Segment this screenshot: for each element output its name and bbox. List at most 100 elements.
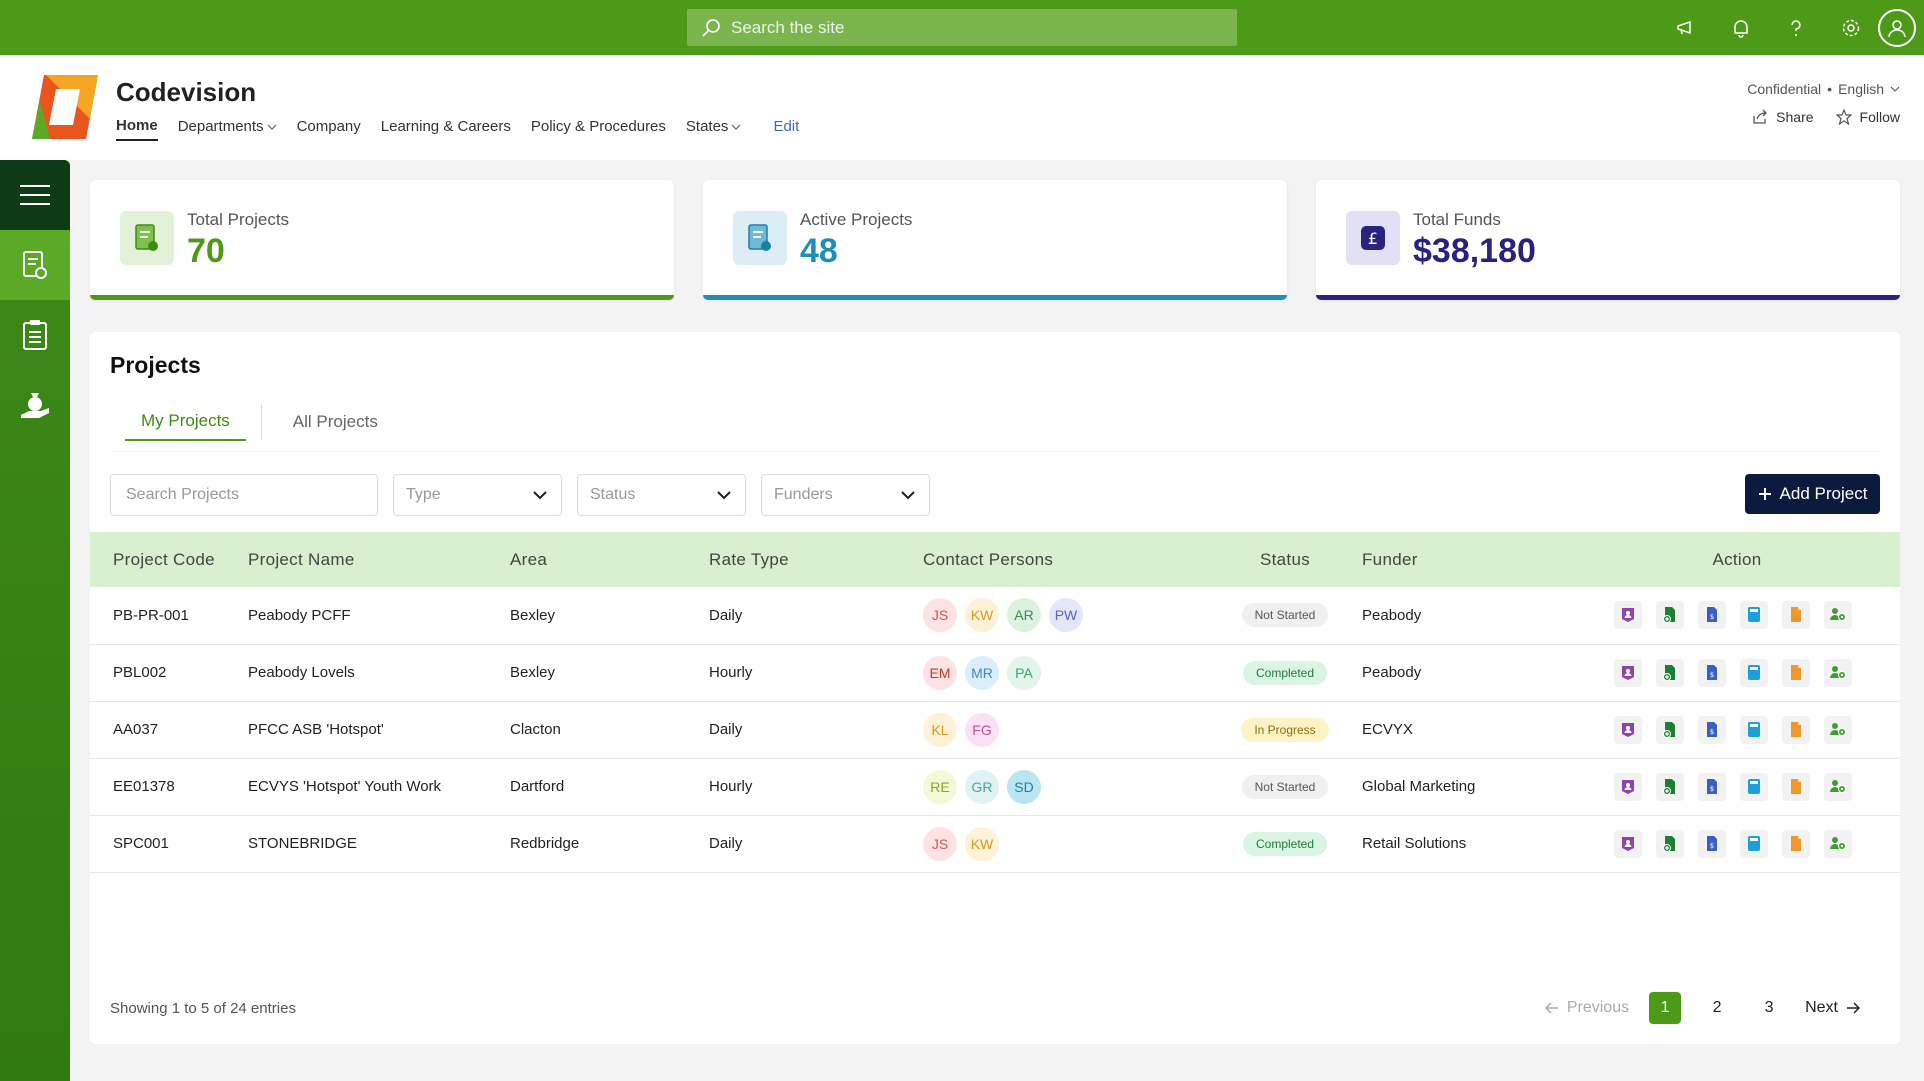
- users-settings-action-button[interactable]: [1824, 772, 1852, 801]
- column-header-status[interactable]: Status: [1260, 549, 1310, 569]
- invoice-action-button[interactable]: $: [1698, 601, 1726, 630]
- rail-funds[interactable]: [0, 370, 70, 440]
- tab-all-projects[interactable]: All Projects: [292, 411, 378, 431]
- column-header-rate-type[interactable]: Rate Type: [709, 549, 789, 569]
- contact-avatar[interactable]: RE: [923, 769, 957, 804]
- tab-my-projects[interactable]: My Projects: [125, 403, 246, 441]
- user-avatar[interactable]: [1878, 8, 1916, 47]
- nav-home[interactable]: Home: [116, 117, 158, 141]
- project-code-cell: PBL002: [90, 644, 248, 702]
- type-filter-select[interactable]: Type: [393, 474, 562, 516]
- table-row[interactable]: PB-PR-001 Peabody PCFF Bexley Daily JS KW AR PW…: [90, 587, 1900, 645]
- bell-icon[interactable]: [1713, 0, 1768, 55]
- users-settings-action-button[interactable]: [1824, 715, 1852, 744]
- profile-action-button[interactable]: [1614, 658, 1642, 687]
- project-code-cell: AA037: [90, 701, 248, 759]
- contact-avatar[interactable]: PA: [1007, 655, 1041, 690]
- nav-policy-procedures[interactable]: Policy & Procedures: [531, 118, 666, 140]
- profile-action-button[interactable]: [1614, 772, 1642, 801]
- invoice-action-button[interactable]: $: [1698, 772, 1726, 801]
- contact-avatar[interactable]: AR: [1007, 598, 1041, 633]
- profile-action-button[interactable]: [1614, 715, 1642, 744]
- contact-persons-cell: RE GR SD: [923, 758, 1208, 816]
- contact-avatar[interactable]: SD: [1007, 769, 1041, 804]
- document-add-action-button[interactable]: [1656, 715, 1684, 744]
- calculator-action-button[interactable]: [1740, 829, 1768, 858]
- calculator-action-button[interactable]: [1740, 715, 1768, 744]
- file-action-button[interactable]: [1782, 658, 1810, 687]
- site-search-input[interactable]: Search the site: [687, 9, 1237, 46]
- users-settings-action-button[interactable]: [1824, 601, 1852, 630]
- contact-avatars: EM MR PA: [923, 655, 1208, 690]
- invoice-action-button[interactable]: $: [1698, 829, 1726, 858]
- area-cell: Dartford: [510, 758, 709, 816]
- nav-states[interactable]: States: [686, 118, 742, 140]
- language-selector[interactable]: English: [1838, 81, 1900, 97]
- entries-info: Showing 1 to 5 of 24 entries: [110, 1000, 296, 1017]
- column-header-area[interactable]: Area: [510, 549, 548, 569]
- document-add-action-button[interactable]: [1656, 772, 1684, 801]
- help-icon[interactable]: [1768, 0, 1823, 55]
- rail-projects[interactable]: [0, 230, 70, 300]
- status-filter-select[interactable]: Status: [577, 474, 746, 516]
- table-row[interactable]: PBL002 Peabody Lovels Bexley Hourly EM MR PA Co…: [90, 644, 1900, 702]
- page-button-2[interactable]: 2: [1712, 999, 1722, 1016]
- document-add-action-button[interactable]: [1656, 601, 1684, 630]
- site-logo[interactable]: [30, 71, 100, 143]
- page-button-1[interactable]: 1: [1649, 992, 1682, 1024]
- contact-avatar[interactable]: KL: [923, 712, 957, 747]
- contact-avatar[interactable]: KW: [965, 598, 999, 633]
- add-project-button[interactable]: Add Project: [1745, 474, 1880, 514]
- nav-edit-link[interactable]: Edit: [773, 118, 800, 135]
- funders-filter-select[interactable]: Funders: [761, 474, 930, 516]
- contact-avatar[interactable]: JS: [923, 826, 957, 861]
- table-row[interactable]: AA037 PFCC ASB 'Hotspot' Clacton Daily KL FG I…: [90, 701, 1900, 759]
- share-button[interactable]: Share: [1752, 109, 1814, 125]
- contact-avatar[interactable]: KW: [965, 826, 999, 861]
- follow-button[interactable]: Follow: [1835, 109, 1900, 125]
- column-header-funder[interactable]: Funder: [1362, 549, 1418, 569]
- calculator-action-button[interactable]: [1740, 772, 1768, 801]
- contact-avatar[interactable]: PW: [1049, 598, 1083, 633]
- invoice-action-button[interactable]: $: [1698, 715, 1726, 744]
- column-header-project-name[interactable]: Project Name: [248, 549, 355, 569]
- profile-action-button[interactable]: [1614, 601, 1642, 630]
- previous-page-button[interactable]: Previous: [1544, 999, 1629, 1017]
- separator-dot: •: [1827, 81, 1833, 97]
- invoice-icon: $: [1707, 664, 1717, 680]
- nav-departments[interactable]: Departments: [178, 118, 277, 140]
- profile-action-button[interactable]: [1614, 829, 1642, 858]
- megaphone-icon[interactable]: [1658, 0, 1713, 55]
- invoice-icon: $: [1707, 721, 1717, 737]
- document-add-action-button[interactable]: [1656, 829, 1684, 858]
- table-row[interactable]: SPC001 STONEBRIDGE Redbridge Daily JS KW Compl…: [90, 815, 1900, 873]
- contact-avatar[interactable]: MR: [965, 655, 999, 690]
- page-button-3[interactable]: 3: [1764, 999, 1774, 1016]
- file-action-button[interactable]: [1782, 715, 1810, 744]
- users-settings-action-button[interactable]: [1824, 829, 1852, 858]
- settings-icon[interactable]: [1823, 0, 1878, 55]
- hamburger-menu-button[interactable]: [0, 160, 70, 230]
- next-page-button[interactable]: Next: [1805, 999, 1860, 1017]
- calculator-action-button[interactable]: [1740, 658, 1768, 687]
- document-add-action-button[interactable]: [1656, 658, 1684, 687]
- contact-avatar[interactable]: EM: [923, 655, 957, 690]
- rail-checklist[interactable]: [0, 300, 70, 370]
- nav-company[interactable]: Company: [297, 118, 361, 140]
- users-settings-action-button[interactable]: [1824, 658, 1852, 687]
- calculator-action-button[interactable]: [1740, 601, 1768, 630]
- contact-avatar[interactable]: GR: [965, 769, 999, 804]
- file-action-button[interactable]: [1782, 772, 1810, 801]
- nav-learning-careers[interactable]: Learning & Careers: [381, 118, 511, 140]
- column-header-project-code[interactable]: Project Code: [113, 549, 215, 569]
- contact-avatar[interactable]: FG: [965, 712, 999, 747]
- column-header-contact-persons[interactable]: Contact Persons: [923, 549, 1054, 569]
- file-action-button[interactable]: [1782, 829, 1810, 858]
- contact-avatar[interactable]: JS: [923, 598, 957, 633]
- arrow-left-icon: [1544, 1002, 1558, 1014]
- file-action-button[interactable]: [1782, 601, 1810, 630]
- action-cell: $: [1574, 644, 1900, 702]
- table-row[interactable]: EE01378 ECVYS 'Hotspot' Youth Work Dartfor…: [90, 758, 1900, 816]
- invoice-action-button[interactable]: $: [1698, 658, 1726, 687]
- search-projects-input[interactable]: Search Projects: [110, 474, 378, 516]
